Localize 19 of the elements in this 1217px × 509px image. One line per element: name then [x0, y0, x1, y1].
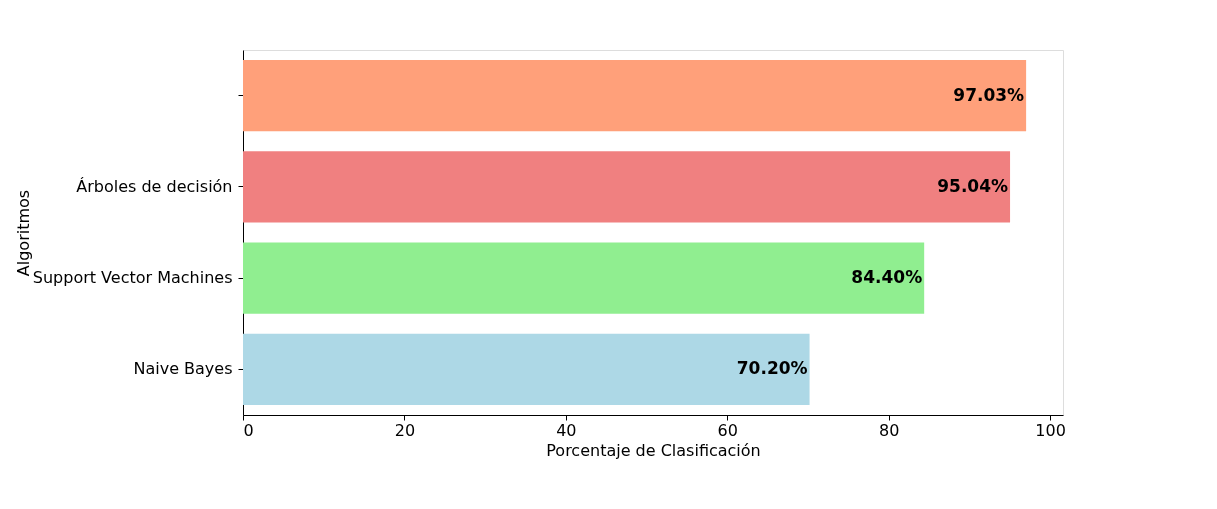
- x-tick-label: 40: [556, 420, 577, 440]
- data-label: 95.04%: [937, 175, 1009, 196]
- x-tick-label: 80: [878, 420, 900, 440]
- bar: [243, 151, 1011, 223]
- x-axis-title: Porcentaje de Clasificación: [546, 440, 761, 460]
- x-tick-label: 60: [717, 420, 738, 440]
- y-tick-label: Naive Bayes: [133, 359, 233, 379]
- bar: [243, 333, 810, 405]
- data-label: 70.20%: [736, 358, 808, 379]
- bar: [243, 60, 1027, 132]
- x-tick-label: 0: [243, 420, 254, 440]
- bar: [243, 242, 925, 314]
- data-label: 84.40%: [851, 267, 923, 288]
- data-label: 97.03%: [953, 84, 1025, 105]
- x-tick-label: 100: [1035, 420, 1066, 440]
- y-axis-title: Algoritmos: [13, 189, 33, 277]
- y-tick-label: Árboles de decisión: [76, 176, 233, 196]
- x-tick-label: 20: [394, 420, 416, 440]
- y-tick-label: Support Vector Machines: [32, 268, 233, 288]
